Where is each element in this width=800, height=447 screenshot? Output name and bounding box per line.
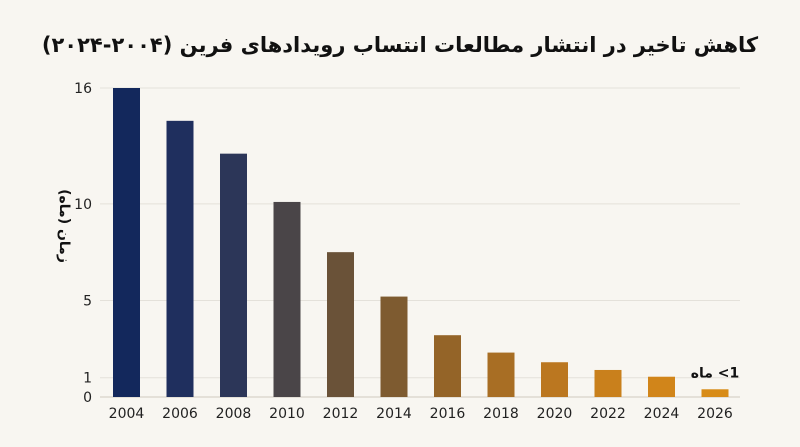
y-tick-label: 5 bbox=[83, 293, 92, 309]
x-tick-label: 2010 bbox=[269, 406, 305, 422]
x-tick-label: 2008 bbox=[216, 406, 252, 422]
bar-annotation: 1> ماه bbox=[691, 365, 740, 381]
x-tick-label: 2016 bbox=[430, 406, 466, 422]
bar-2020 bbox=[541, 362, 568, 397]
x-tick-label: 2004 bbox=[109, 406, 145, 422]
x-tick-label: 2020 bbox=[537, 406, 573, 422]
bar-2012 bbox=[327, 252, 354, 397]
bar-2016 bbox=[434, 335, 461, 397]
x-tick-label: 2026 bbox=[697, 406, 733, 422]
bar-2022 bbox=[594, 369, 622, 397]
y-tick-label: 16 bbox=[74, 81, 92, 97]
x-tick-label: 2024 bbox=[644, 406, 680, 422]
x-tick-label: 2022 bbox=[590, 406, 626, 422]
x-tick-label: 2012 bbox=[323, 406, 359, 422]
x-tick-label: 2018 bbox=[483, 406, 519, 422]
y-tick-label: 10 bbox=[74, 197, 92, 213]
x-tick-label: 2014 bbox=[376, 406, 412, 422]
bar-2024 bbox=[648, 376, 675, 397]
y-tick-label: 0 bbox=[83, 390, 92, 406]
bar-2006 bbox=[166, 120, 194, 398]
bar-2014 bbox=[380, 296, 408, 397]
tick-labels: 0 1 5 10 16 2004 2006 2008 2010 2012 2014 2016 2018 2… bbox=[74, 81, 733, 422]
y-tick-label: 1 bbox=[83, 371, 92, 387]
chart-title: کاهش تاخیر در انتشار مطالعات انتساب روید… bbox=[42, 33, 759, 57]
x-tick-label: 2006 bbox=[162, 406, 198, 422]
bar-2010 bbox=[273, 201, 301, 397]
y-axis-label: زمان (ماه) bbox=[56, 189, 72, 263]
gridlines bbox=[100, 87, 740, 379]
bars bbox=[113, 88, 729, 398]
bar-2008 bbox=[220, 153, 247, 397]
bar-2004 bbox=[113, 88, 140, 397]
bar-2018 bbox=[487, 352, 515, 397]
bar-2026 bbox=[701, 389, 729, 397]
